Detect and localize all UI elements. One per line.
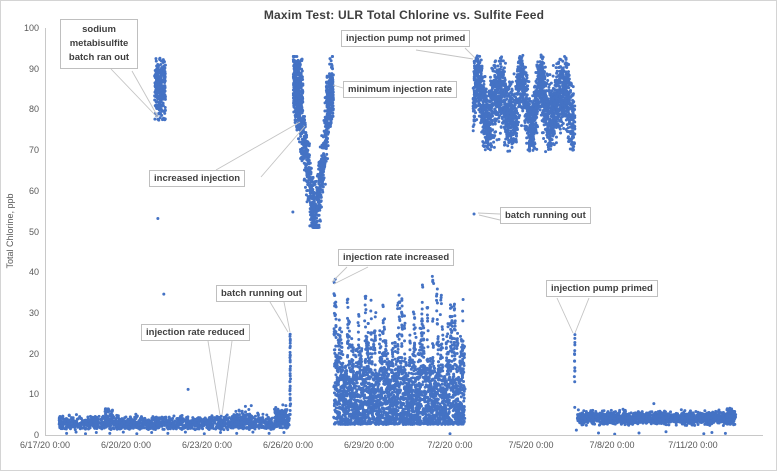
leader-line-sodium-metabisulfite-batch-ran-out xyxy=(131,70,159,118)
x-tick-label: 7/11/20 0:00 xyxy=(668,440,718,450)
leader-line-minimum-injection-rate xyxy=(332,84,344,89)
y-tick-label: 40 xyxy=(28,267,39,278)
leader-line-injection-rate-reduced xyxy=(221,340,233,416)
annotation-sodium-metabisulfite-batch-ran-out: sodium metabisulfite batch ran out xyxy=(60,19,138,69)
y-tick-label: 50 xyxy=(28,226,39,237)
leader-line-batch-running-out-upper xyxy=(477,212,501,215)
leader-line-injection-rate-increased xyxy=(331,266,348,283)
leader-line-batch-running-out-mid xyxy=(283,301,291,333)
annotation-batch-running-out-mid: batch running out xyxy=(216,285,307,302)
y-tick-label: 0 xyxy=(33,430,39,440)
y-tick-label: 60 xyxy=(28,185,39,196)
annotation-minimum-injection-rate: minimum injection rate xyxy=(343,81,457,98)
x-tick-label: 6/29/20 0:00 xyxy=(343,440,395,450)
x-tick-label: 7/2/20 0:00 xyxy=(427,440,473,450)
x-tick-label: 6/23/20 0:00 xyxy=(181,440,233,450)
leader-line-batch-running-out-upper xyxy=(478,214,501,221)
leader-line-increased-injection xyxy=(260,125,306,178)
leader-line-batch-running-out-mid xyxy=(269,301,289,333)
leader-line-injection-pump-primed xyxy=(556,297,574,334)
leader-line-sodium-metabisulfite-batch-ran-out xyxy=(110,68,158,118)
x-axis-line xyxy=(45,435,763,436)
leader-line-injection-pump-primed xyxy=(574,297,590,334)
annotation-increased-injection: increased injection xyxy=(149,170,246,187)
leader-line-injection-rate-reduced xyxy=(207,340,221,416)
y-tick-label: 80 xyxy=(28,104,39,115)
y-tick-label: 70 xyxy=(28,145,39,156)
y-tick-label: 30 xyxy=(28,307,39,318)
x-tick-label: 6/17/20 0:00 xyxy=(19,440,71,450)
leader-line-injection-pump-not-primed xyxy=(415,49,474,60)
x-tick-label: 6/26/20 0:00 xyxy=(262,440,314,450)
annotation-batch-running-out-upper: batch running out xyxy=(500,207,591,224)
leader-line-injection-rate-increased xyxy=(333,266,369,285)
y-tick-label: 20 xyxy=(28,348,39,359)
y-tick-label: 90 xyxy=(28,63,39,74)
annotation-injection-rate-reduced: injection rate reduced xyxy=(141,324,250,341)
x-tick-label: 7/5/20 0:00 xyxy=(508,440,554,450)
y-tick-label: 100 xyxy=(23,23,39,33)
chart-title: Maxim Test: ULR Total Chlorine vs. Sulfi… xyxy=(263,8,545,22)
leader-line-increased-injection xyxy=(215,121,301,171)
annotation-injection-rate-increased: injection rate increased xyxy=(338,249,455,266)
annotation-injection-pump-primed: injection pump primed xyxy=(546,280,658,297)
y-tick-label: 10 xyxy=(28,389,39,400)
y-axis-line xyxy=(45,28,46,435)
leader-line-injection-pump-not-primed xyxy=(464,47,476,59)
x-tick-label: 7/8/20 0:00 xyxy=(589,440,635,450)
x-tick-label: 6/20/20 0:00 xyxy=(100,440,152,450)
annotation-injection-pump-not-primed: injection pump not primed xyxy=(341,30,471,47)
